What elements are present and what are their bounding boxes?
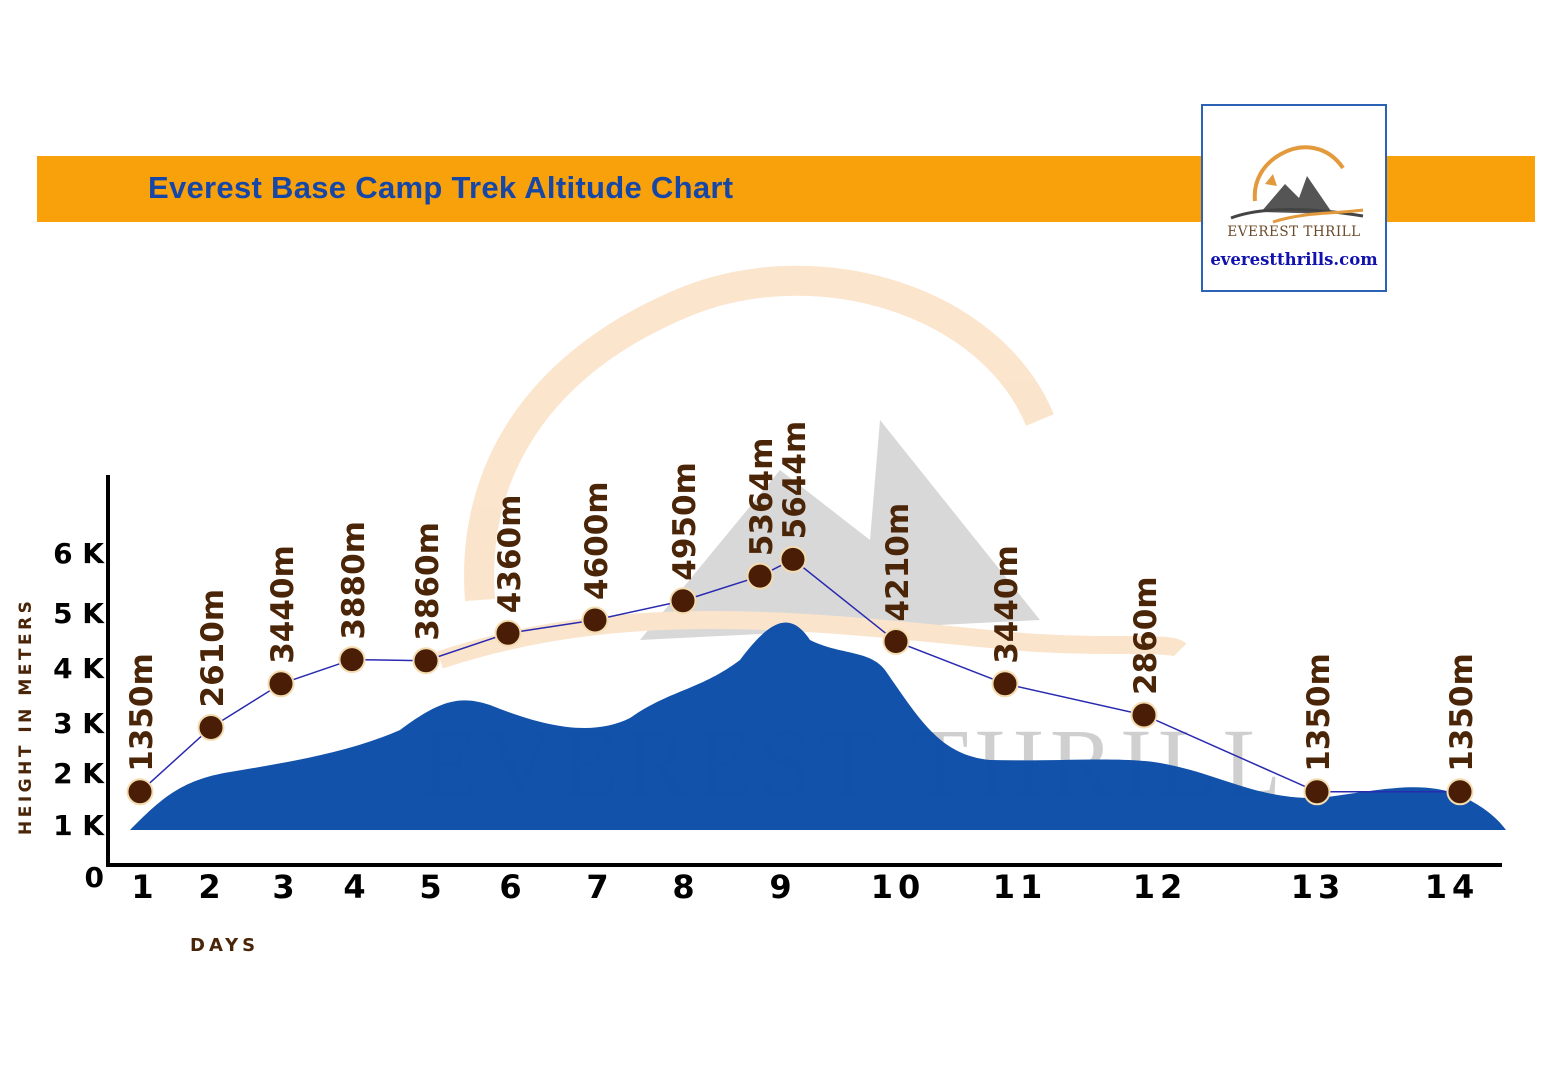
y-axis-label: HEIGHT IN METERS bbox=[16, 598, 36, 835]
data-point bbox=[1130, 701, 1158, 729]
data-label: 1350m bbox=[1301, 653, 1337, 772]
x-tick-label: 10 bbox=[871, 868, 926, 906]
data-label: 4950m bbox=[667, 462, 703, 581]
data-point bbox=[412, 647, 440, 675]
logo-box: EVEREST THRILL everestthrills.com bbox=[1201, 104, 1387, 292]
data-label: 1350m bbox=[1444, 653, 1480, 772]
x-tick-label: 8 bbox=[672, 868, 699, 906]
x-tick-label: 5 bbox=[419, 868, 446, 906]
data-label: 3440m bbox=[265, 545, 301, 664]
data-label: 3880m bbox=[336, 521, 372, 640]
data-point bbox=[581, 606, 609, 634]
x-tick-label: 13 bbox=[1291, 868, 1346, 906]
data-point bbox=[882, 627, 910, 655]
logo-name: EVEREST THRILL bbox=[1227, 224, 1361, 240]
data-label: 4360m bbox=[492, 495, 528, 614]
x-tick-label: 9 bbox=[769, 868, 796, 906]
data-point bbox=[746, 562, 774, 590]
data-label: 5364m bbox=[744, 438, 780, 557]
x-tick-label: 11 bbox=[993, 868, 1048, 906]
x-tick-label: 14 bbox=[1425, 868, 1480, 906]
data-point bbox=[1446, 778, 1474, 806]
data-point bbox=[991, 670, 1019, 698]
x-tick-label: 2 bbox=[198, 868, 225, 906]
x-axis-label: DAYS bbox=[190, 935, 259, 956]
y-tick-label: 0 bbox=[85, 861, 104, 894]
data-point bbox=[779, 545, 807, 573]
x-tick-label: 3 bbox=[272, 868, 299, 906]
x-tick-label: 4 bbox=[343, 868, 370, 906]
logo-url[interactable]: everestthrills.com bbox=[1210, 250, 1378, 269]
data-label: 3440m bbox=[989, 545, 1025, 664]
data-point bbox=[1303, 778, 1331, 806]
x-tick-label: 6 bbox=[499, 868, 526, 906]
y-tick-label: 6 K bbox=[53, 537, 105, 570]
data-label: 1350m bbox=[124, 653, 160, 772]
data-point bbox=[267, 670, 295, 698]
y-tick-label: 1 K bbox=[53, 809, 105, 842]
x-tick-label: 1 bbox=[131, 868, 158, 906]
data-label: 2610m bbox=[195, 589, 231, 708]
y-tick-label: 4 K bbox=[53, 652, 105, 685]
data-label: 2860m bbox=[1128, 576, 1164, 695]
data-label: 5644m bbox=[777, 421, 813, 540]
x-tick-label: 7 bbox=[586, 868, 613, 906]
data-point bbox=[338, 646, 366, 674]
data-label: 4600m bbox=[579, 481, 615, 600]
data-label: 4210m bbox=[880, 503, 916, 622]
data-point bbox=[494, 619, 522, 647]
y-tick-label: 5 K bbox=[53, 597, 105, 630]
data-label: 3860m bbox=[410, 522, 446, 641]
data-point bbox=[126, 778, 154, 806]
terrain-area bbox=[130, 622, 1506, 830]
y-tick-label: 3 K bbox=[53, 707, 105, 740]
chart-title: Everest Base Camp Trek Altitude Chart bbox=[148, 170, 734, 205]
everest-thrill-logo bbox=[1230, 145, 1364, 224]
x-tick-label: 12 bbox=[1133, 868, 1188, 906]
data-point bbox=[669, 587, 697, 615]
y-tick-label: 2 K bbox=[53, 757, 105, 790]
data-point bbox=[197, 714, 225, 741]
